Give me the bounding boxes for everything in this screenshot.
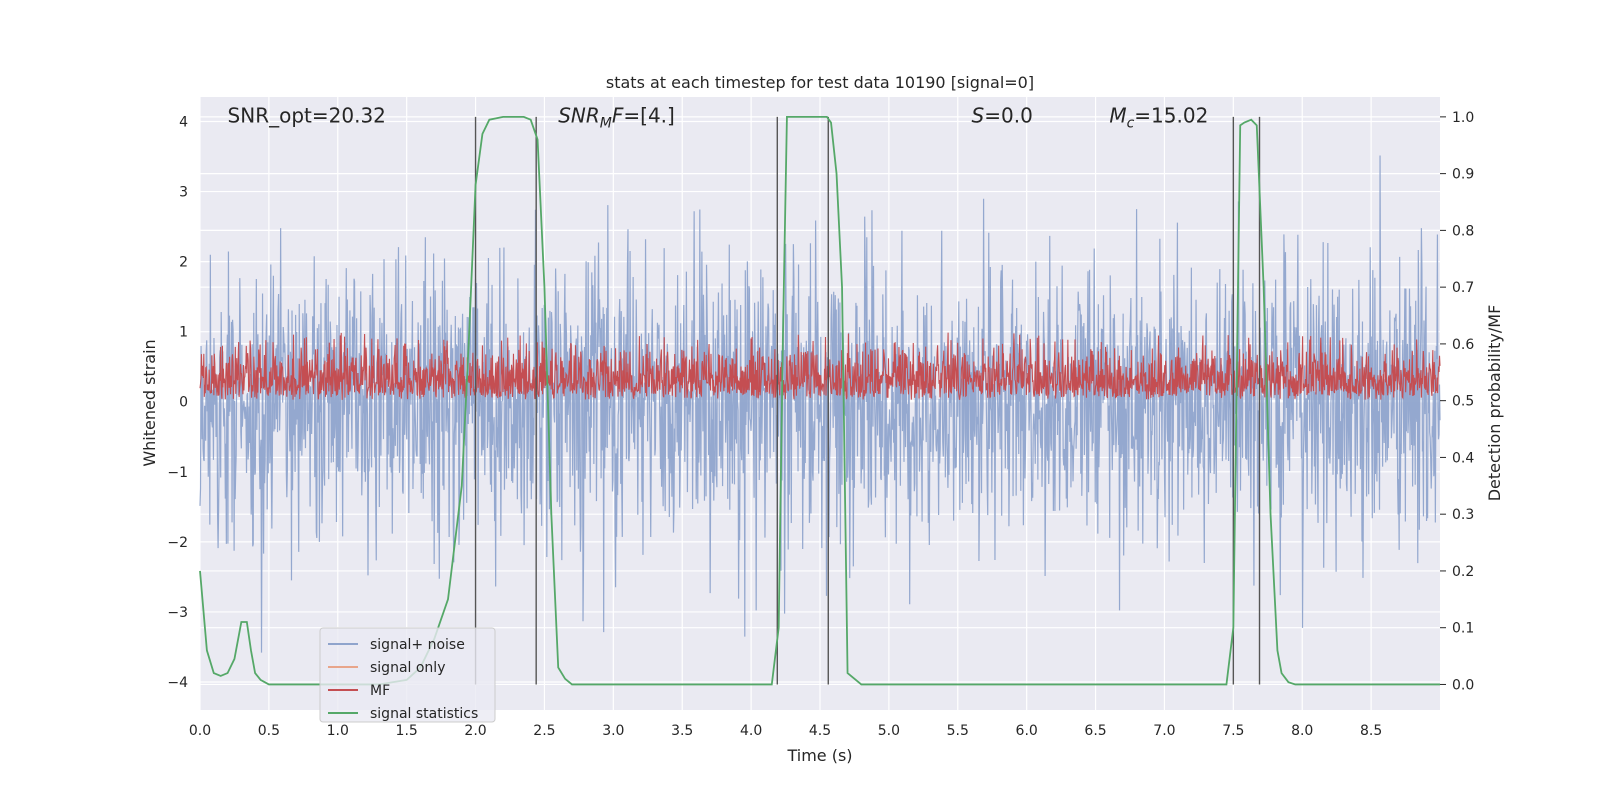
y-tick-label: 1 — [179, 325, 188, 341]
annotation: S=0.0 — [972, 104, 1033, 128]
x-tick-label: 5.5 — [947, 723, 969, 739]
y2-tick-label: 0.5 — [1452, 394, 1474, 410]
y-tick-label: −4 — [167, 675, 188, 691]
series-signal-statistics — [199, 115, 1440, 686]
y2-tick-label: 0.4 — [1452, 450, 1474, 466]
x-tick-label: 3.5 — [671, 723, 693, 739]
y-tick-label: 3 — [179, 185, 188, 201]
y2-tick-label: 0.7 — [1452, 280, 1474, 296]
y2-tick-label: 0.6 — [1452, 337, 1474, 353]
y2-tick-label: 1.0 — [1452, 110, 1474, 126]
annotation: SNRMF=[4.] — [558, 104, 675, 132]
x-tick-label: 7.5 — [1222, 723, 1244, 739]
x-axis-label: Time (s) — [786, 746, 852, 765]
x-tick-label: 8.5 — [1360, 723, 1382, 739]
annotation: SNR_opt=20.32 — [228, 104, 386, 128]
x-tick-labels: 0.0 0.5 1.0 1.5 2.0 2.5 3.0 3.5 4.0 4.5 5.0 5.5 6.0 6… — [189, 723, 1382, 739]
y-tick-labels: 4 3 2 1 0 −1 −2 −3 −4 — [167, 115, 188, 691]
x-tick-label: 3.0 — [602, 723, 624, 739]
legend-entry: signal statistics — [370, 706, 478, 722]
legend-entry: MF — [370, 683, 390, 699]
y-tick-label: −2 — [167, 535, 188, 551]
y2-tick-label: 0.1 — [1452, 621, 1474, 637]
x-tick-label: 7.0 — [1153, 723, 1175, 739]
x-tick-label: 2.0 — [464, 723, 486, 739]
y2-axis-label: Detection probability/MF — [1485, 305, 1504, 502]
x-tick-label: 4.5 — [809, 723, 831, 739]
y2-tick-label: 0.2 — [1452, 564, 1474, 580]
y2-tick-label: 0.3 — [1452, 507, 1474, 523]
signal-statistics-line — [199, 115, 1440, 686]
y2-tick-label: 0.9 — [1452, 167, 1474, 183]
x-tick-label: 6.0 — [1016, 723, 1038, 739]
x-tick-label: 1.5 — [396, 723, 418, 739]
y2-tick-label: 0.8 — [1452, 223, 1474, 239]
chart-title: stats at each timestep for test data 101… — [606, 73, 1034, 92]
x-tick-label: 2.5 — [533, 723, 555, 739]
y-tick-label: 4 — [179, 115, 188, 131]
y-tick-label: 2 — [179, 255, 188, 271]
legend-entry: signal only — [370, 660, 445, 676]
x-tick-label: 0.5 — [258, 723, 280, 739]
y2-tick-label: 0.0 — [1452, 677, 1474, 693]
x-tick-label: 4.0 — [740, 723, 762, 739]
x-tick-label: 8.0 — [1291, 723, 1313, 739]
legend-entry: signal+ noise — [370, 637, 465, 653]
annotation: Mc=15.02 — [1109, 104, 1208, 132]
x-tick-label: 1.0 — [327, 723, 349, 739]
annotations: SNR_opt=20.32 SNRMF=[4.] S=0.0 Mc=15.02 — [228, 104, 1209, 132]
y2-tick-labels: 1.0 0.9 0.8 0.7 0.6 0.5 0.4 0.3 0.2 0.1 0.0 — [1440, 110, 1474, 693]
legend-box — [319, 627, 496, 723]
y-tick-label: −3 — [167, 605, 188, 621]
x-tick-label: 0.0 — [189, 723, 211, 739]
legend: signal+ noise signal only MF signal statist… — [319, 627, 496, 723]
y-axis-label: Whitened strain — [140, 339, 159, 466]
y-tick-label: −1 — [167, 465, 188, 481]
x-tick-label: 5.0 — [878, 723, 900, 739]
x-tick-label: 6.5 — [1084, 723, 1106, 739]
y-tick-label: 0 — [179, 395, 188, 411]
